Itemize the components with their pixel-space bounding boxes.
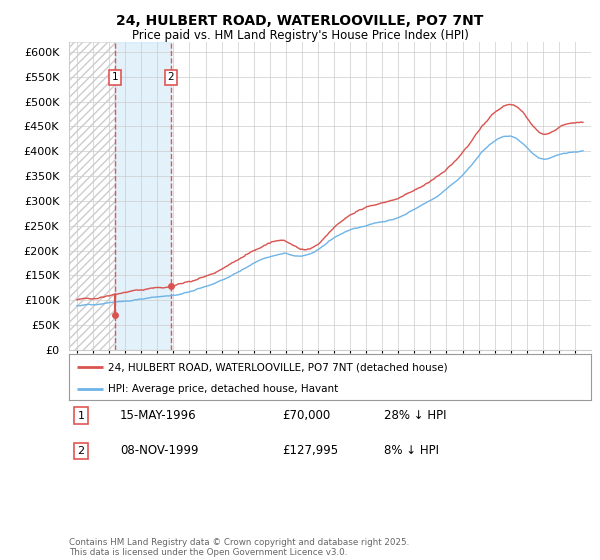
Text: 2: 2: [167, 72, 175, 82]
Text: 1: 1: [77, 410, 85, 421]
Text: 1: 1: [112, 72, 118, 82]
Text: 28% ↓ HPI: 28% ↓ HPI: [384, 409, 446, 422]
Text: Price paid vs. HM Land Registry's House Price Index (HPI): Price paid vs. HM Land Registry's House …: [131, 29, 469, 42]
Text: 08-NOV-1999: 08-NOV-1999: [120, 444, 199, 458]
Text: £127,995: £127,995: [282, 444, 338, 458]
Text: 2: 2: [77, 446, 85, 456]
Text: 24, HULBERT ROAD, WATERLOOVILLE, PO7 7NT (detached house): 24, HULBERT ROAD, WATERLOOVILLE, PO7 7NT…: [108, 362, 448, 372]
Text: 8% ↓ HPI: 8% ↓ HPI: [384, 444, 439, 458]
Bar: [115, 42, 171, 350]
Text: HPI: Average price, detached house, Havant: HPI: Average price, detached house, Hava…: [108, 384, 338, 394]
Text: 24, HULBERT ROAD, WATERLOOVILLE, PO7 7NT: 24, HULBERT ROAD, WATERLOOVILLE, PO7 7NT: [116, 14, 484, 28]
Text: 15-MAY-1996: 15-MAY-1996: [120, 409, 197, 422]
Text: £70,000: £70,000: [282, 409, 330, 422]
Text: Contains HM Land Registry data © Crown copyright and database right 2025.
This d: Contains HM Land Registry data © Crown c…: [69, 538, 409, 557]
